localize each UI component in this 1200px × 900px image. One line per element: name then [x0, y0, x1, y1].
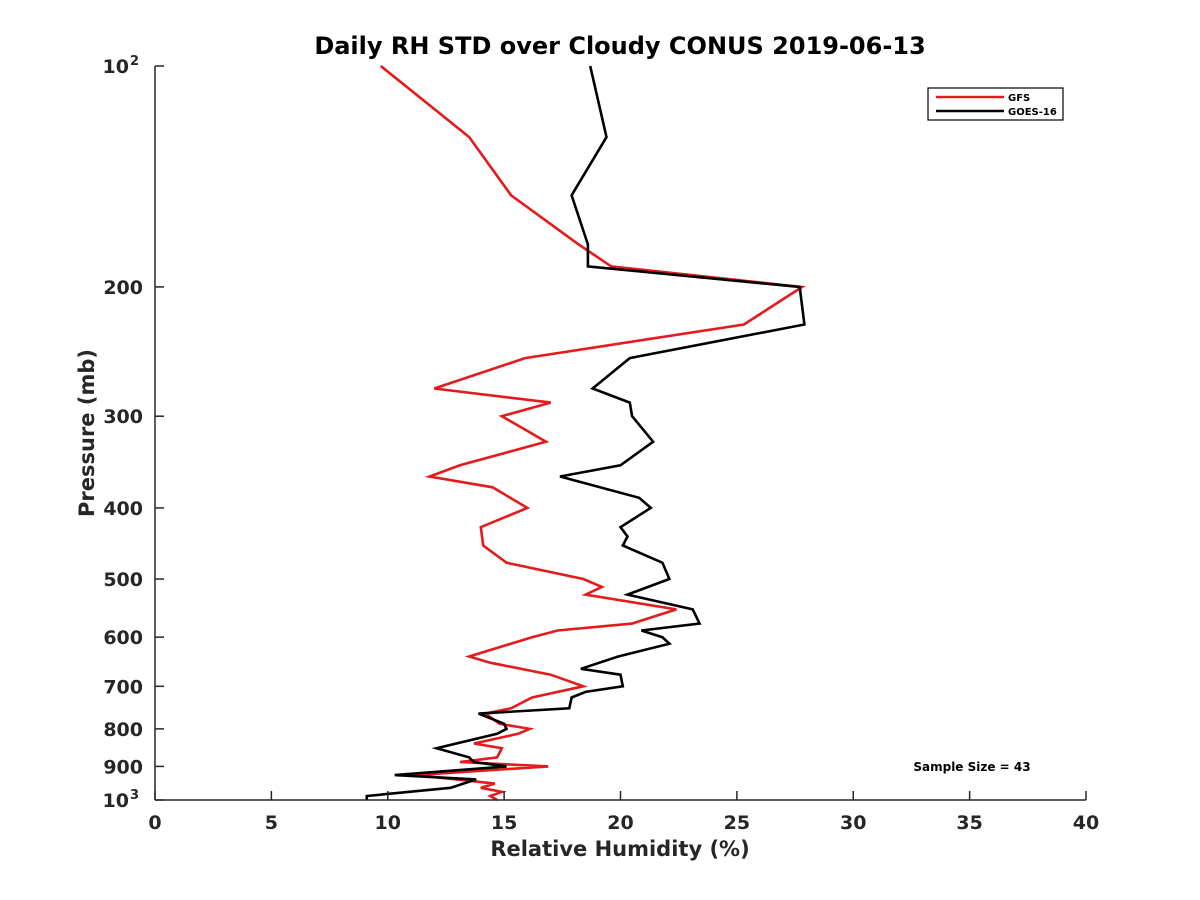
- y-tick-label-base: 500: [103, 569, 143, 591]
- y-tick-label-base: 200: [103, 277, 143, 299]
- y-tick-label-base: 10: [103, 56, 129, 78]
- y-tick-label: 700: [103, 676, 143, 698]
- x-axis: 0 5 10 15 20 25 30 35 40: [148, 791, 1099, 834]
- chart-title: Daily RH STD over Cloudy CONUS 2019-06-1…: [314, 32, 925, 60]
- x-tick-label: 40: [1073, 812, 1099, 834]
- y-tick-label: 200: [103, 277, 143, 299]
- x-tick-label: 0: [148, 812, 161, 834]
- x-tick-label: 25: [724, 812, 750, 834]
- x-axis-label: Relative Humidity (%): [490, 837, 749, 861]
- legend-box: [927, 87, 1064, 121]
- x-tick-label: 10: [375, 812, 401, 834]
- plot-area: [365, 64, 806, 802]
- x-tick-label: 30: [840, 812, 866, 834]
- y-tick-label-base: 900: [103, 756, 143, 778]
- y-tick-label: 10 3: [103, 788, 140, 812]
- y-tick-label-exponent: 2: [130, 54, 139, 69]
- y-tick-label-exponent: 3: [130, 788, 139, 803]
- series-line-goes16: [365, 65, 806, 800]
- y-tick-label: 900: [103, 756, 143, 778]
- x-tick-label: 20: [607, 812, 633, 834]
- legend-label-goes16: GOES-16: [1008, 107, 1057, 118]
- y-axis-label: Pressure (mb): [75, 349, 99, 517]
- y-tick-label: 300: [103, 406, 143, 428]
- legend: GFS GOES-16: [927, 87, 1064, 121]
- y-tick-label: 400: [103, 498, 143, 520]
- y-tick-label: 800: [103, 719, 143, 741]
- x-tick-label: 35: [956, 812, 982, 834]
- y-tick-label: 600: [103, 627, 143, 649]
- y-tick-label: 500: [103, 569, 143, 591]
- y-tick-label-base: 600: [103, 627, 143, 649]
- x-tick-label: 5: [265, 812, 278, 834]
- sample-size-annotation: Sample Size = 43: [913, 760, 1030, 774]
- y-tick-label-base: 700: [103, 676, 143, 698]
- y-tick-label: 10 2: [103, 54, 140, 78]
- y-tick-label-base: 300: [103, 406, 143, 428]
- series-line-gfs: [379, 64, 806, 802]
- y-tick-label-base: 10: [103, 790, 129, 812]
- x-tick-label: 15: [491, 812, 517, 834]
- y-tick-label-base: 400: [103, 498, 143, 520]
- legend-label-gfs: GFS: [1008, 93, 1030, 104]
- y-tick-label-base: 800: [103, 719, 143, 741]
